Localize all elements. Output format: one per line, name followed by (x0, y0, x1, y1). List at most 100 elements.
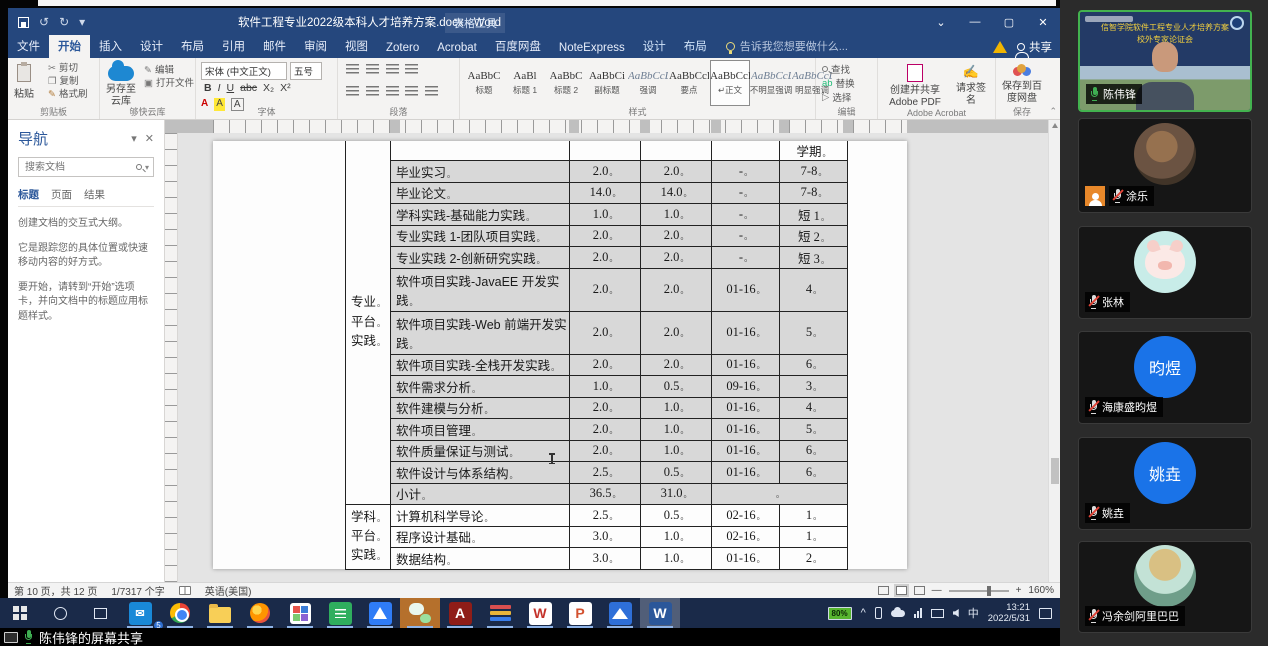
search-icon[interactable] (135, 164, 142, 170)
credit-cell[interactable]: 2.0。 (569, 310, 641, 355)
align-right-icon[interactable] (385, 86, 399, 97)
taskbar-app-lake[interactable] (600, 598, 640, 628)
semester-cell[interactable]: 4。 (779, 267, 848, 312)
font-family-select[interactable]: 宋体 (中文正文) (201, 62, 287, 80)
tab-布局[interactable]: 布局 (181, 41, 204, 53)
weeks-cell[interactable]: 01-16。 (711, 547, 780, 570)
style-副标题[interactable]: AaBbCi 副标题 (587, 60, 627, 106)
credit-cell[interactable]: 0.5。 (640, 504, 712, 527)
tab-文件[interactable]: 文件 (17, 41, 40, 53)
highlight-button[interactable]: A (214, 98, 225, 111)
zoom-out-button[interactable]: — (931, 585, 942, 596)
cloud-edit-button[interactable]: ✎ 编辑 (144, 65, 174, 76)
volume-icon[interactable] (952, 609, 959, 617)
qat-dropdown-icon[interactable]: ▾ (79, 15, 86, 29)
course-name-cell[interactable]: 软件项目实践-全栈开发实践。 (390, 353, 570, 376)
line-spacing-icon[interactable] (425, 86, 439, 97)
bold-button[interactable]: B (204, 82, 212, 94)
format-painter-button[interactable]: ✎ 格式刷 (48, 89, 88, 100)
zoom-slider-thumb[interactable] (986, 585, 991, 596)
weeks-cell[interactable]: -。 (711, 203, 780, 226)
tab-邮件[interactable]: 邮件 (263, 41, 286, 53)
taskbar-app-word[interactable]: W (640, 598, 680, 628)
tab-视图[interactable]: 视图 (345, 41, 368, 53)
numbering-icon[interactable] (365, 64, 379, 75)
course-name-cell[interactable]: 专业实践 1-团队项目实践。 (390, 224, 570, 247)
table-cell[interactable] (390, 141, 570, 161)
save-to-baidu-button[interactable]: 保存到百度网盘 (1000, 60, 1044, 110)
participant-tile-冯余剑阿里巴巴[interactable]: 冯余剑阿里巴巴 (1078, 541, 1252, 633)
credit-cell[interactable]: 2.5。 (569, 461, 641, 484)
weeks-cell[interactable]: 01-16。 (711, 439, 780, 462)
course-name-cell[interactable]: 小计。 (390, 482, 570, 505)
style-要点[interactable]: AaBbCcD 要点 (669, 60, 709, 106)
replace-button[interactable]: ab 替换 (822, 77, 855, 91)
course-name-cell[interactable]: 学科实践-基础能力实践。 (390, 203, 570, 226)
taskbar-app-wechat[interactable] (400, 598, 440, 628)
justify-icon[interactable] (405, 86, 419, 97)
cortana-button[interactable] (40, 598, 80, 628)
weeks-cell[interactable]: 02-16。 (711, 525, 780, 548)
share-button[interactable]: 共享 (1015, 39, 1052, 58)
course-name-cell[interactable]: 软件需求分析。 (390, 375, 570, 398)
language-indicator[interactable]: 英语(美国) (204, 587, 252, 598)
font-size-select[interactable]: 五号 (290, 62, 322, 80)
style-标题[interactable]: AaBbC 标题 (464, 60, 504, 106)
italic-button[interactable]: I (217, 82, 221, 94)
credit-cell[interactable]: 2.0。 (569, 224, 641, 247)
weeks-cell[interactable]: -。 (711, 181, 780, 204)
restore-button[interactable]: ▢ (1003, 16, 1015, 29)
credit-cell[interactable]: 0.5。 (640, 461, 712, 484)
weeks-cell[interactable]: 02-16。 (711, 504, 780, 527)
style-不明显强调[interactable]: AaBbCcDc 不明显强调 (750, 60, 793, 106)
strikethrough-button[interactable]: abc (240, 82, 258, 94)
zoom-in-button[interactable]: + (1015, 585, 1022, 596)
save-icon[interactable] (18, 16, 29, 28)
align-left-icon[interactable] (346, 86, 359, 97)
request-sign-button[interactable]: ✍ 请求签名 (954, 60, 988, 110)
cloud-open-button[interactable]: ▣ 打开文件 (144, 78, 194, 89)
tab-设计[interactable]: 设计 (642, 41, 666, 53)
credit-cell[interactable]: 1.0。 (640, 418, 712, 441)
taskbar-app-wps[interactable]: W (520, 598, 560, 628)
subtotal-merged-cell[interactable]: 。 (711, 482, 848, 505)
tab-百度网盘[interactable]: 百度网盘 (494, 41, 541, 53)
credit-cell[interactable]: 31.0。 (640, 482, 712, 505)
search-input[interactable] (23, 160, 136, 174)
semester-cell[interactable]: 1。 (779, 504, 848, 527)
course-name-cell[interactable]: 软件项目实践-JavaEE 开发实践。 (390, 267, 570, 312)
align-center-icon[interactable] (365, 86, 379, 97)
taskbar-app-ppt[interactable]: P (560, 598, 600, 628)
weeks-cell[interactable]: 01-16。 (711, 396, 780, 419)
credit-cell[interactable]: 2.0。 (640, 224, 712, 247)
semester-cell[interactable]: 5。 (779, 418, 848, 441)
credit-cell[interactable]: 3.0。 (569, 547, 641, 570)
start-button[interactable] (0, 598, 40, 628)
course-name-cell[interactable]: 专业实践 2-创新研究实践。 (390, 246, 570, 269)
credit-cell[interactable]: 2.0。 (569, 396, 641, 419)
credit-cell[interactable]: 1.0。 (640, 203, 712, 226)
credit-cell[interactable]: 1.0。 (569, 203, 641, 226)
paste-button[interactable]: 粘贴 (14, 60, 34, 110)
sort-icon[interactable] (405, 64, 419, 75)
participant-tile-张林[interactable]: 张林 (1078, 226, 1252, 319)
network-icon[interactable] (913, 608, 922, 618)
proofing-icon[interactable] (178, 586, 191, 595)
semester-cell[interactable]: 2。 (779, 547, 848, 570)
tab-开始[interactable]: 开始 (49, 35, 90, 58)
credit-cell[interactable]: 2.0。 (640, 160, 712, 183)
semester-cell[interactable]: 3。 (779, 375, 848, 398)
multilevel-icon[interactable] (385, 64, 399, 75)
credit-cell[interactable]: 2.5。 (569, 504, 641, 527)
credit-cell[interactable]: 2.0。 (569, 418, 641, 441)
header-semester-cell[interactable]: 学期。 (779, 141, 848, 161)
minimize-button[interactable]: — (969, 16, 981, 28)
credit-cell[interactable]: 1.0。 (640, 547, 712, 570)
semester-cell[interactable]: 7-8。 (779, 181, 848, 204)
table-cell[interactable] (569, 141, 641, 161)
character-shading-button[interactable]: A (230, 98, 244, 111)
vertical-scrollbar[interactable] (1048, 120, 1060, 582)
course-name-cell[interactable]: 毕业论文。 (390, 181, 570, 204)
superscript-button[interactable]: X² (280, 82, 291, 94)
warning-icon[interactable] (993, 41, 1007, 53)
